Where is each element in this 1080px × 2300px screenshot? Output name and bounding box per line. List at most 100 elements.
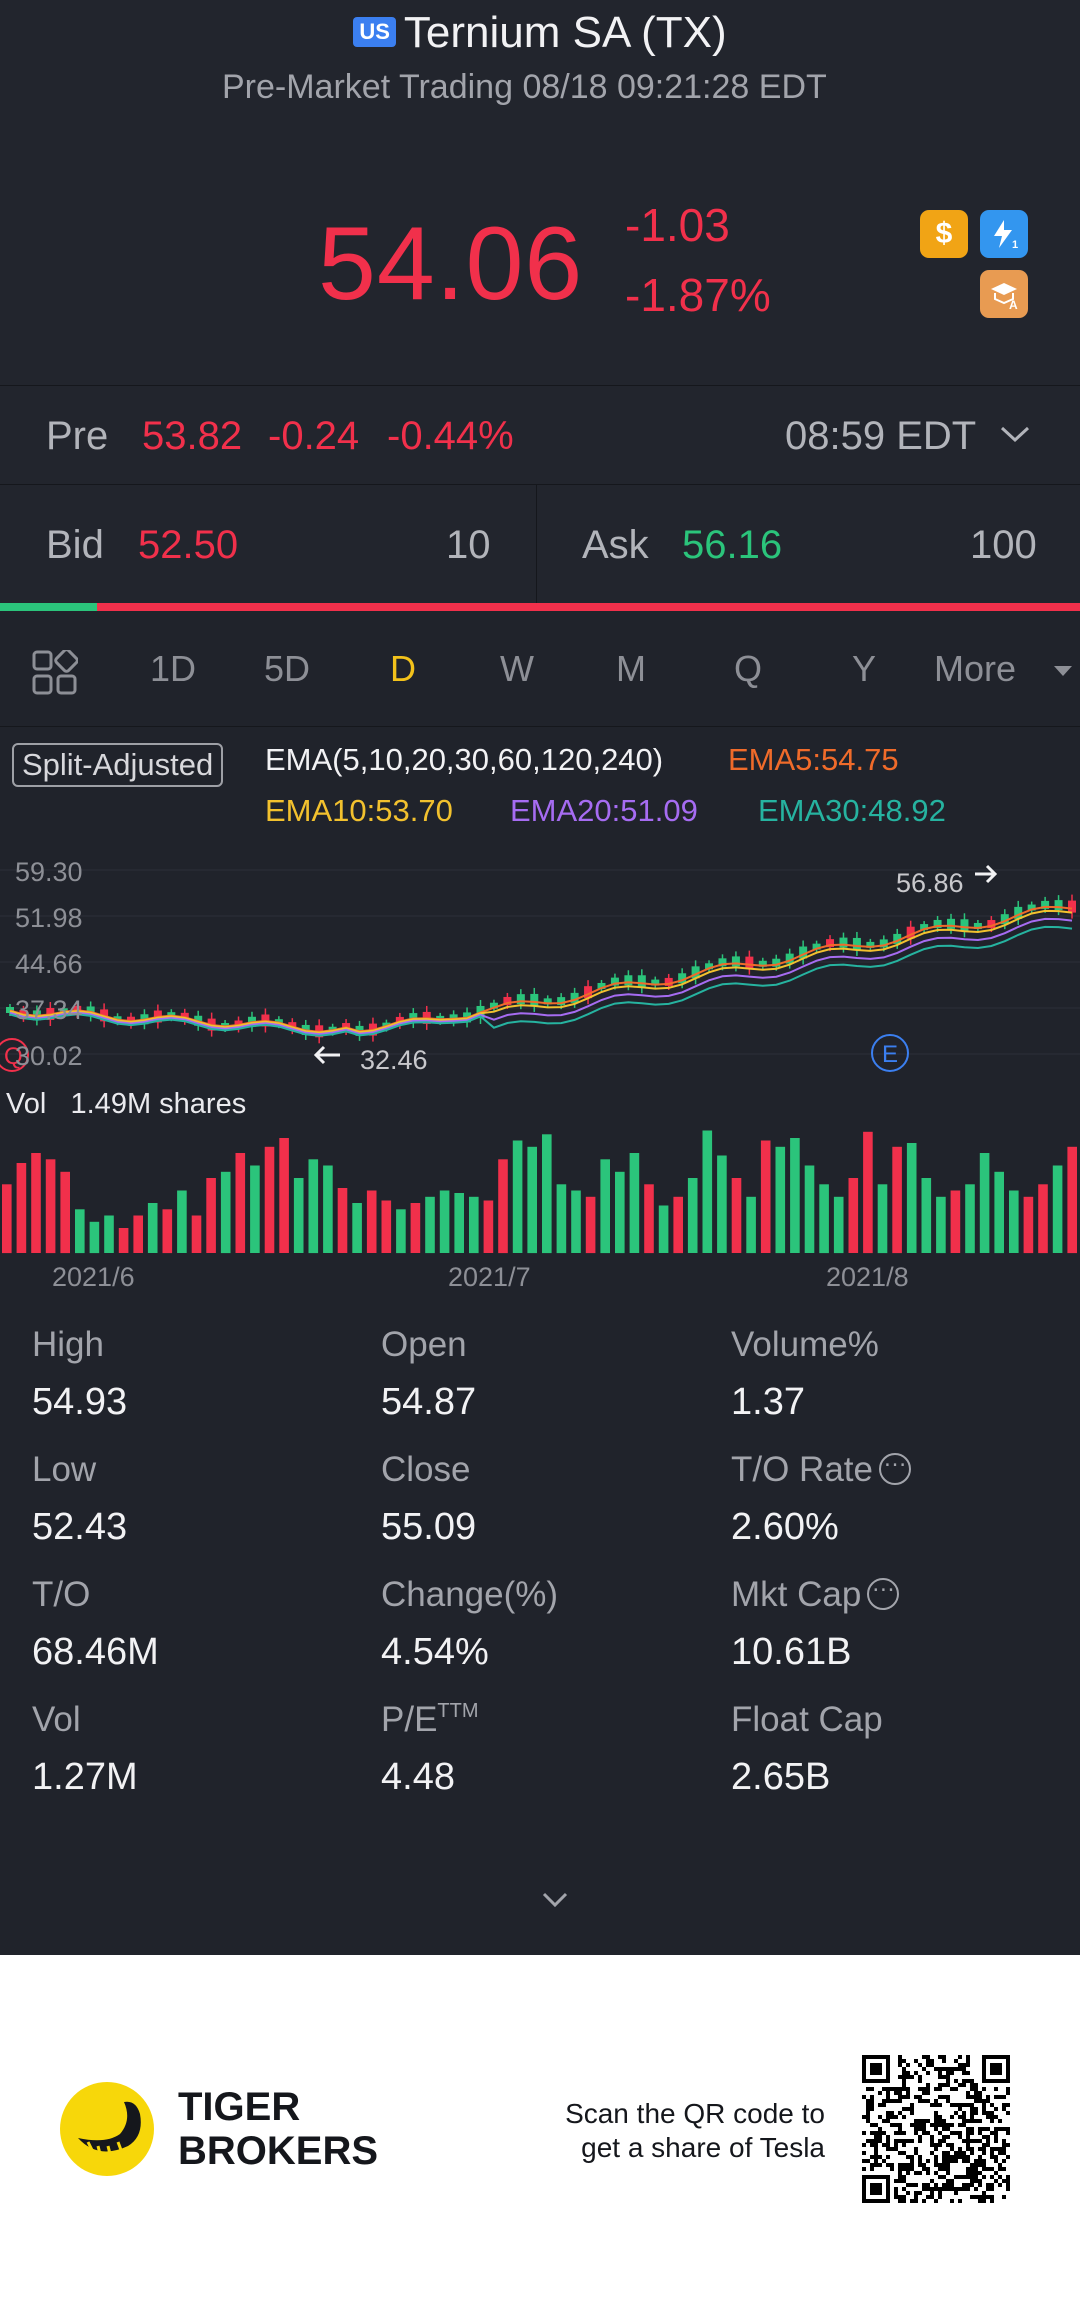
qr-module <box>950 2159 954 2163</box>
qr-module <box>898 2087 902 2091</box>
tab-more[interactable]: More <box>934 648 1017 689</box>
ema-line-30 <box>9 925 1073 1037</box>
stat-label: Close <box>381 1450 471 1489</box>
qr-module <box>970 2167 974 2171</box>
qr-module <box>878 2155 882 2159</box>
volume-bar <box>250 1165 260 1253</box>
qr-module <box>998 2147 1002 2151</box>
dollar-badge-icon[interactable]: $ <box>920 210 968 258</box>
qr-module <box>914 2151 918 2155</box>
pre-market-row[interactable]: Pre 53.82 -0.24 -0.44% 08:59 EDT <box>0 385 1080 485</box>
caret-down-icon[interactable] <box>1052 664 1074 678</box>
qr-module <box>974 2083 978 2087</box>
bid-price: 52.50 <box>138 523 239 567</box>
qr-module <box>938 2163 942 2167</box>
chevron-down-icon[interactable] <box>998 422 1032 446</box>
candle-body <box>516 994 525 1005</box>
qr-module <box>994 2115 998 2119</box>
qr-module <box>918 2139 922 2143</box>
qr-module <box>886 2119 890 2123</box>
split-adjusted-button[interactable]: Split-Adjusted <box>12 743 224 787</box>
pre-price: 53.82 <box>142 414 243 458</box>
qr-module <box>942 2187 946 2191</box>
qr-module <box>946 2163 950 2167</box>
qr-module <box>934 2119 938 2123</box>
tab-day[interactable]: D <box>390 648 416 689</box>
qr-module <box>938 2119 942 2123</box>
qr-module <box>950 2183 954 2187</box>
tab-year[interactable]: Y <box>852 648 877 689</box>
qr-module <box>906 2139 910 2143</box>
ema-title[interactable]: EMA(5,10,20,30,60,120,240) <box>265 742 664 777</box>
tab-1d[interactable]: 1D <box>150 648 197 689</box>
expand-chevron-icon[interactable] <box>540 1885 570 1915</box>
qr-module <box>966 2055 970 2059</box>
candle-body <box>557 997 566 1006</box>
qr-module <box>922 2099 926 2103</box>
candle-body <box>6 1007 14 1013</box>
stat-value: 1.37 <box>731 1381 805 1423</box>
qr-module <box>926 2083 930 2087</box>
stat-value: 1.27M <box>32 1756 138 1798</box>
qr-module <box>898 2075 902 2079</box>
qr-module <box>1006 2103 1010 2107</box>
qr-module <box>890 2111 894 2115</box>
more-info-icon[interactable] <box>867 1570 900 1610</box>
qr-module <box>970 2183 974 2187</box>
lightning-level1-icon[interactable]: 1 <box>980 210 1028 258</box>
stat-label: T/O Rate <box>731 1445 911 1490</box>
qr-module <box>950 2115 954 2119</box>
qr-module <box>974 2091 978 2095</box>
qr-module <box>938 2167 942 2171</box>
qr-module <box>910 2107 914 2111</box>
qr-module <box>862 2131 866 2135</box>
y-tick: 44.66 <box>15 949 83 979</box>
qr-module <box>958 2131 962 2135</box>
qr-module <box>974 2187 978 2191</box>
qr-module <box>982 2195 986 2199</box>
qr-module <box>978 2179 982 2183</box>
tab-month[interactable]: M <box>616 648 646 689</box>
qr-module <box>906 2171 910 2175</box>
qr-module <box>878 2163 882 2167</box>
scan-promo-text: Scan the QR code to get a share of Tesla <box>565 2098 825 2163</box>
volume-label: Vol 1.49M shares <box>6 1088 247 1120</box>
qr-module <box>898 2167 902 2171</box>
candle-body <box>852 937 861 950</box>
volume-bar <box>877 1184 888 1254</box>
y-tick: 37.34 <box>15 995 83 1025</box>
qr-module <box>870 2103 874 2107</box>
qr-module <box>910 2163 914 2167</box>
qr-module <box>922 2127 926 2131</box>
volume-bar <box>673 1196 683 1254</box>
qr-module <box>942 2159 946 2163</box>
candle-body <box>947 918 956 929</box>
qr-module <box>922 2187 926 2191</box>
qr-module <box>878 2127 882 2131</box>
education-a-icon[interactable]: A <box>980 270 1028 318</box>
qr-module <box>902 2187 906 2191</box>
qr-module <box>982 2143 986 2147</box>
high-arrow-icon <box>975 864 998 884</box>
qr-module <box>886 2099 890 2103</box>
qr-module <box>942 2123 946 2127</box>
tab-week[interactable]: W <box>500 648 534 689</box>
pre-change: -0.24 <box>268 414 360 458</box>
qr-module <box>982 2191 986 2195</box>
qr-code[interactable] <box>862 2055 1010 2203</box>
more-info-icon[interactable] <box>878 1445 911 1485</box>
qr-module <box>954 2111 958 2115</box>
qr-module <box>962 2123 966 2127</box>
layout-grid-icon[interactable] <box>32 650 78 696</box>
qr-module <box>1002 2127 1006 2131</box>
tab-quarter[interactable]: Q <box>734 648 763 689</box>
qr-module <box>982 2087 986 2091</box>
qr-module <box>886 2115 890 2119</box>
qr-module <box>966 2147 970 2151</box>
qr-finder <box>982 2055 986 2083</box>
qr-module <box>942 2151 946 2155</box>
qr-module <box>982 2127 986 2131</box>
tab-5d[interactable]: 5D <box>264 648 311 689</box>
qr-module <box>906 2063 910 2067</box>
